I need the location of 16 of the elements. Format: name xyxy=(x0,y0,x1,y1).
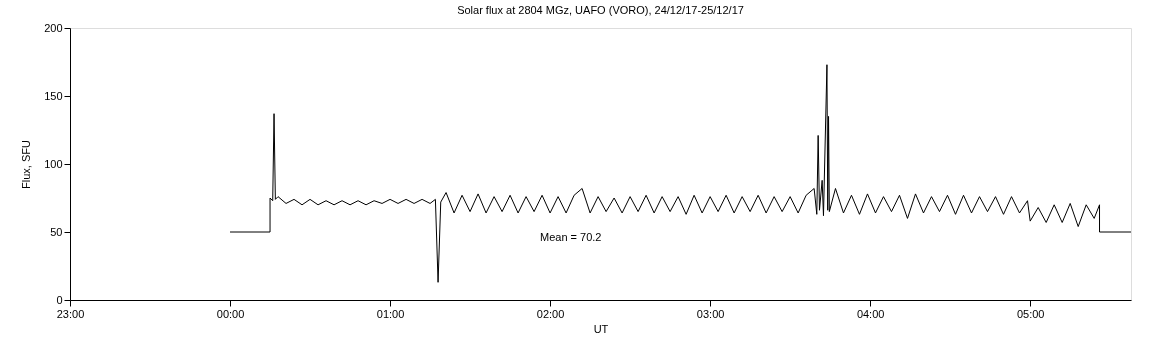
x-tick-label: 03:00 xyxy=(696,307,725,320)
x-axis-title: UT xyxy=(593,322,609,335)
y-tick-label: 50 xyxy=(50,225,63,238)
x-tick-label: 05:00 xyxy=(1016,307,1045,320)
x-tick-label: 02:00 xyxy=(536,307,565,320)
x-tick-label: 01:00 xyxy=(376,307,405,320)
annotation: Mean = 70.2 xyxy=(540,231,602,243)
x-tick-label: 00:00 xyxy=(216,307,245,320)
y-axis-title: Flux, SFU xyxy=(20,140,33,189)
y-tick-label: 150 xyxy=(44,89,63,102)
y-tick-label: 0 xyxy=(56,293,63,306)
x-tick-label: 04:00 xyxy=(856,307,885,320)
chart-title: Solar flux at 2804 MGz, UAFO (VORO), 24/12/17-25/12/17 xyxy=(457,4,744,16)
y-tick-label: 200 xyxy=(44,21,63,34)
x-tick-label: 23:00 xyxy=(56,307,85,320)
y-tick-label: 100 xyxy=(44,157,63,170)
